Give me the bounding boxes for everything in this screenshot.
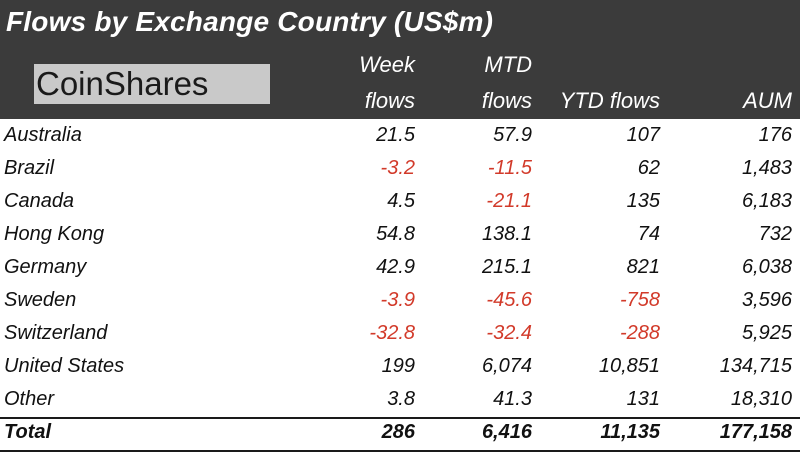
cell-ytd: 74 — [637, 223, 660, 245]
cell-week: -32.8 — [369, 322, 415, 344]
country-name: Germany — [4, 256, 87, 278]
cell-ytd: -288 — [619, 322, 660, 344]
cell-mtd: 6,074 — [481, 355, 532, 377]
table-row: Hong Kong 54.8 138.1 74 732 — [0, 218, 800, 251]
column-header-aum-label: AUM — [743, 88, 792, 113]
cell-mtd: 41.3 — [493, 388, 532, 410]
cell-aum: 134,715 — [719, 355, 792, 377]
cell-week: 286 — [381, 421, 415, 443]
cell-week: -3.2 — [380, 157, 415, 179]
country-name: Hong Kong — [4, 223, 105, 245]
total-label: Total — [4, 421, 52, 443]
table-bottom-rule — [0, 450, 800, 452]
country-name: Other — [4, 388, 55, 410]
cell-week: 42.9 — [376, 256, 415, 278]
country-name: Australia — [4, 124, 82, 146]
cell-week: 199 — [381, 355, 415, 377]
table-row: Sweden -3.9 -45.6 -758 3,596 — [0, 284, 800, 317]
column-header-week-line2: flows — [364, 88, 415, 113]
cell-aum: 18,310 — [730, 388, 792, 410]
cell-aum: 5,925 — [741, 322, 792, 344]
cell-aum: 732 — [758, 223, 792, 245]
country-name: United States — [4, 355, 125, 377]
table-row: Australia 21.5 57.9 107 176 — [0, 119, 800, 152]
cell-week: 21.5 — [376, 124, 415, 146]
table-row: Other 3.8 41.3 131 18,310 — [0, 383, 800, 416]
cell-ytd: -758 — [619, 289, 660, 311]
cell-aum: 3,596 — [741, 289, 792, 311]
cell-week: 54.8 — [376, 223, 415, 245]
cell-ytd: 11,135 — [600, 421, 660, 443]
cell-ytd: 62 — [637, 157, 660, 179]
cell-ytd: 131 — [626, 388, 660, 410]
table-header: Flows by Exchange Country (US$m) CoinSha… — [0, 0, 800, 119]
country-name: Sweden — [4, 289, 77, 311]
cell-ytd: 821 — [626, 256, 660, 278]
cell-aum: 6,183 — [741, 190, 792, 212]
country-name: Switzerland — [4, 322, 108, 344]
cell-mtd: -32.4 — [486, 322, 532, 344]
cell-aum: 6,038 — [741, 256, 792, 278]
cell-mtd: 215.1 — [481, 256, 532, 278]
cell-ytd: 135 — [626, 190, 660, 212]
coinshares-logo: CoinShares — [34, 64, 270, 104]
cell-week: -3.9 — [380, 289, 415, 311]
table-row: Brazil -3.2 -11.5 62 1,483 — [0, 152, 800, 185]
cell-aum: 1,483 — [741, 157, 792, 179]
cell-mtd: 138.1 — [481, 223, 532, 245]
cell-week: 4.5 — [387, 190, 415, 212]
column-header-mtd-line2: flows — [481, 88, 532, 113]
country-name: Canada — [4, 190, 75, 212]
cell-mtd: 57.9 — [493, 124, 532, 146]
table-row: Switzerland -32.8 -32.4 -288 5,925 — [0, 317, 800, 350]
cell-mtd: -45.6 — [486, 289, 532, 311]
cell-aum: 177,158 — [719, 421, 792, 443]
table-total-row: Total 286 6,416 11,135 177,158 — [0, 416, 800, 449]
column-header-mtd-line1: MTD — [484, 52, 532, 77]
table-row: Germany 42.9 215.1 821 6,038 — [0, 251, 800, 284]
cell-ytd: 10,851 — [598, 355, 660, 377]
cell-mtd: 6,416 — [481, 421, 532, 443]
cell-mtd: -21.1 — [486, 190, 532, 212]
cell-mtd: -11.5 — [487, 157, 532, 179]
cell-aum: 176 — [758, 124, 792, 146]
table-row: Canada 4.5 -21.1 135 6,183 — [0, 185, 800, 218]
column-header-ytd-label: YTD flows — [559, 88, 660, 113]
cell-week: 3.8 — [387, 388, 415, 410]
country-name: Brazil — [4, 157, 55, 179]
total-divider — [0, 417, 800, 419]
column-header-week-line1: Week — [359, 52, 415, 77]
table-title: Flows by Exchange Country (US$m) — [6, 6, 494, 37]
table-row: United States 199 6,074 10,851 134,715 — [0, 350, 800, 383]
cell-ytd: 107 — [626, 124, 660, 146]
